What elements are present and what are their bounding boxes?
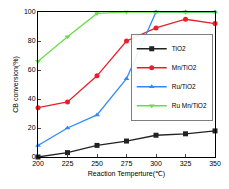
svg-text:40: 40 xyxy=(28,95,36,102)
svg-text:350: 350 xyxy=(209,160,221,167)
svg-text:CB conversion(%): CB conversion(%) xyxy=(12,56,20,112)
svg-text:20: 20 xyxy=(28,124,36,131)
svg-text:60: 60 xyxy=(28,66,36,73)
svg-text:Reaction Temperture(℃): Reaction Temperture(℃) xyxy=(88,170,165,178)
svg-text:300: 300 xyxy=(150,160,162,167)
svg-text:Ru/TiO2: Ru/TiO2 xyxy=(172,83,196,90)
svg-text:325: 325 xyxy=(180,160,192,167)
svg-text:250: 250 xyxy=(91,160,103,167)
svg-text:200: 200 xyxy=(32,160,44,167)
svg-text:80: 80 xyxy=(28,37,36,44)
svg-text:100: 100 xyxy=(24,8,36,15)
svg-text:0: 0 xyxy=(32,153,36,160)
svg-text:Mn/TiO2: Mn/TiO2 xyxy=(172,64,197,71)
svg-text:TiO2: TiO2 xyxy=(172,45,186,52)
svg-text:225: 225 xyxy=(62,160,74,167)
svg-text:275: 275 xyxy=(121,160,133,167)
svg-text:Ru Mn/TiO2: Ru Mn/TiO2 xyxy=(172,102,207,109)
